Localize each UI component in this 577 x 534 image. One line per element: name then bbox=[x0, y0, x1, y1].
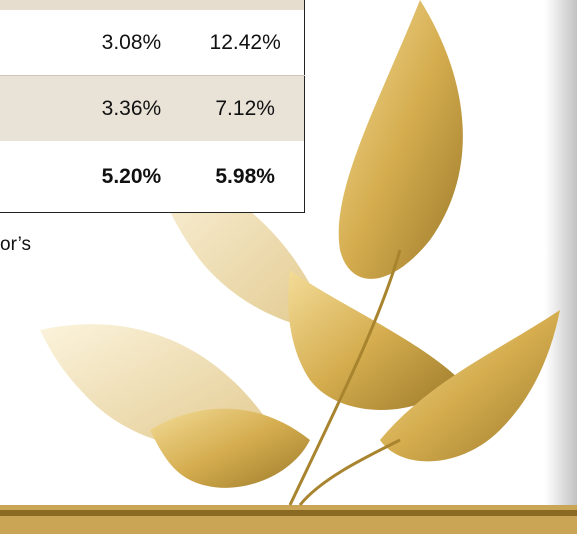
cell: 12.42% bbox=[186, 10, 305, 76]
table-row: 3.08% 12.42% bbox=[0, 10, 305, 76]
cell: 5.98% bbox=[186, 141, 305, 213]
cell: 7.12% bbox=[186, 75, 305, 141]
cell: 5.20% bbox=[76, 141, 187, 213]
text-fragment: or’s bbox=[0, 234, 31, 255]
table-row: 5.20% 5.98% bbox=[0, 141, 305, 213]
cell: 3.36% bbox=[76, 75, 187, 141]
returns-table: 3.08% 12.42% 3.36% 7.12% 5.20% 5.98% bbox=[0, 0, 305, 213]
cell: 3.08% bbox=[76, 10, 187, 76]
table-row: 3.36% 7.12% bbox=[0, 75, 305, 141]
